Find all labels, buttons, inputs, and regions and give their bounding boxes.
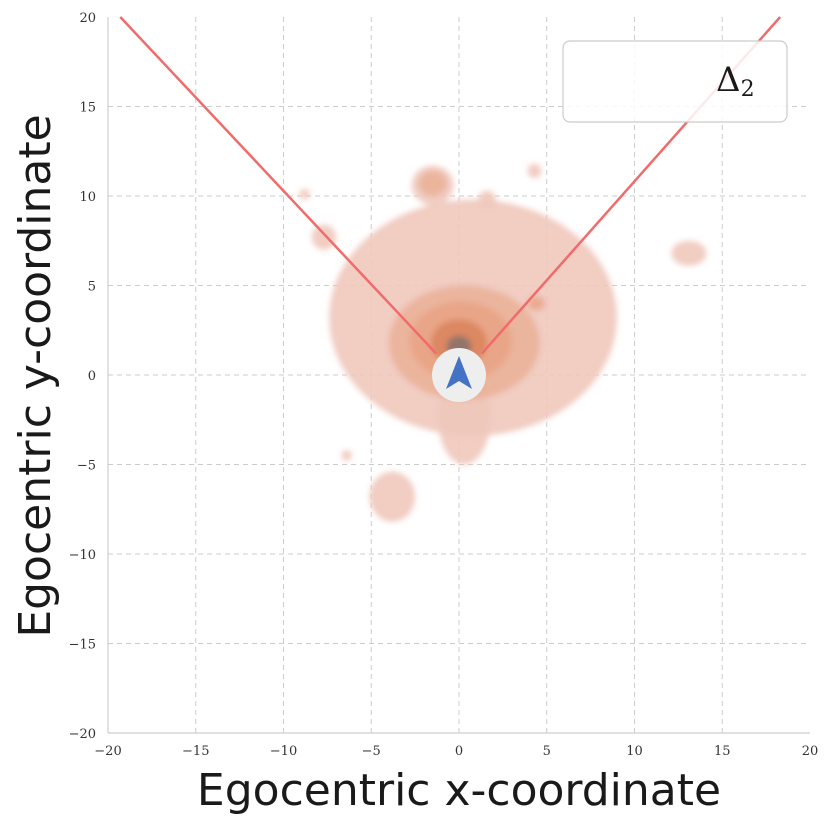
density-contour xyxy=(369,471,416,522)
x-tick-label: −5 xyxy=(362,744,381,759)
density-contour xyxy=(671,240,707,266)
density-contour xyxy=(527,296,545,311)
legend-label-subscript: 2 xyxy=(741,77,755,102)
legend-label: Δ2 xyxy=(716,60,755,102)
x-tick-label: −10 xyxy=(270,744,297,759)
legend-box xyxy=(562,40,788,123)
y-tick-label: −15 xyxy=(69,638,96,653)
y-tick-labels: −20 −15 −10 −5 0 5 10 15 20 xyxy=(69,11,96,742)
x-tick-label: 5 xyxy=(543,744,551,759)
density-contour xyxy=(418,170,447,196)
y-axis-label: Egocentric y-coordinate xyxy=(10,114,61,637)
fov-line xyxy=(119,16,438,355)
y-tick-label: 20 xyxy=(79,11,96,26)
x-tick-label: −15 xyxy=(182,744,209,759)
x-tick-label: 20 xyxy=(802,744,819,759)
y-tick-label: 15 xyxy=(79,101,96,116)
y-tick-label: 0 xyxy=(88,369,96,384)
x-axis-label: Egocentric x-coordinate xyxy=(197,765,721,816)
y-tick-label: −5 xyxy=(77,459,96,474)
legend: Δ2 xyxy=(562,40,788,123)
density-contour xyxy=(299,188,310,200)
legend-label-symbol: Δ xyxy=(716,60,741,100)
y-tick-label: −20 xyxy=(69,727,96,742)
x-tick-label: 15 xyxy=(714,744,731,759)
y-tick-label: 10 xyxy=(79,190,96,205)
x-tick-label: 10 xyxy=(626,744,643,759)
density-contour xyxy=(341,450,352,461)
x-tick-label: 0 xyxy=(455,744,463,759)
density-layer xyxy=(299,163,707,522)
arrow-up-icon xyxy=(446,356,472,389)
density-contour xyxy=(527,163,542,179)
x-tick-label: −20 xyxy=(94,744,121,759)
density-contour xyxy=(478,190,496,209)
x-tick-labels: −20 −15 −10 −5 0 5 10 15 20 xyxy=(94,744,818,759)
y-tick-label: −10 xyxy=(69,548,96,563)
agent-marker xyxy=(432,348,486,402)
axes-frame xyxy=(107,17,810,734)
grid xyxy=(108,17,810,733)
y-tick-label: 5 xyxy=(88,280,96,295)
density-contour xyxy=(311,224,337,250)
